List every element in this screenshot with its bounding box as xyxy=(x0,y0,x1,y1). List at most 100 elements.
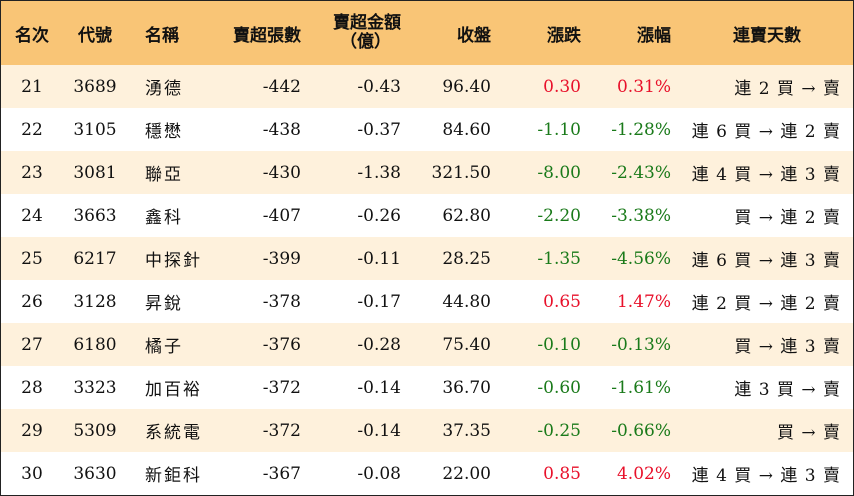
header-code: 代號 xyxy=(78,25,112,46)
header-sell-amount-line1: 賣超金額 xyxy=(333,13,401,33)
cell-rank: 29 xyxy=(21,420,43,441)
table-row: 21 3689 湧德 -442 -0.43 96.40 0.30 0.31% 連 2 買 → 賣 xyxy=(1,65,853,108)
cell-pct: 4.02% xyxy=(616,463,671,484)
table-body: 21 3689 湧德 -442 -0.43 96.40 0.30 0.31% 連 2 買 → 賣… xyxy=(1,65,853,495)
cell-change: -8.00 xyxy=(537,162,581,183)
cell-sell-amount: -0.14 xyxy=(357,377,401,398)
cell-rank: 21 xyxy=(21,76,43,97)
cell-close: 36.70 xyxy=(442,377,491,398)
cell-change: -1.10 xyxy=(537,119,581,140)
cell-sell-amount: -1.38 xyxy=(357,162,401,183)
cell-rank: 25 xyxy=(21,248,43,269)
cell-code: 3105 xyxy=(73,119,117,140)
cell-change: 0.30 xyxy=(543,76,581,97)
cell-change: -0.25 xyxy=(537,420,581,441)
cell-sell-lots: -407 xyxy=(262,205,301,226)
cell-name: 系統電 xyxy=(145,423,202,443)
cell-rank: 27 xyxy=(21,334,43,355)
table-row: 25 6217 中探針 -399 -0.11 28.25 -1.35 -4.56% 連 6 買 … xyxy=(1,237,853,280)
cell-name: 湧德 xyxy=(145,79,183,99)
cell-change: -2.20 xyxy=(537,205,581,226)
cell-streak: 連 2 買 → 賣 xyxy=(734,79,841,99)
cell-name: 穩懋 xyxy=(145,122,183,142)
cell-name: 聯亞 xyxy=(145,165,183,185)
cell-change: -0.60 xyxy=(537,377,581,398)
cell-code: 3323 xyxy=(73,377,117,398)
cell-code: 3630 xyxy=(73,463,117,484)
cell-name: 中探針 xyxy=(145,251,202,271)
cell-close: 62.80 xyxy=(442,205,491,226)
cell-close: 28.25 xyxy=(442,248,491,269)
cell-rank: 22 xyxy=(21,119,43,140)
cell-sell-lots: -438 xyxy=(262,119,301,140)
cell-code: 6217 xyxy=(73,248,117,269)
header-change: 漲跌 xyxy=(547,25,581,46)
cell-sell-lots: -367 xyxy=(262,463,301,484)
header-rank: 名次 xyxy=(15,25,49,46)
header-sell-lots: 賣超張數 xyxy=(233,25,301,46)
cell-sell-lots: -372 xyxy=(262,420,301,441)
cell-sell-lots: -372 xyxy=(262,377,301,398)
table-row: 24 3663 鑫科 -407 -0.26 62.80 -2.20 -3.38% 買 → 連 2… xyxy=(1,194,853,237)
cell-pct: -1.28% xyxy=(611,119,671,140)
cell-name: 新鉅科 xyxy=(145,466,202,486)
cell-sell-amount: -0.43 xyxy=(357,76,401,97)
cell-rank: 28 xyxy=(21,377,43,398)
cell-pct: -3.38% xyxy=(611,205,671,226)
table-row: 23 3081 聯亞 -430 -1.38 321.50 -8.00 -2.43% 連 4 買 … xyxy=(1,151,853,194)
cell-sell-amount: -0.14 xyxy=(357,420,401,441)
cell-code: 3663 xyxy=(73,205,117,226)
cell-streak: 買 → 連 2 賣 xyxy=(734,208,841,228)
cell-streak: 連 6 買 → 連 3 賣 xyxy=(691,251,841,271)
cell-pct: -0.66% xyxy=(611,420,671,441)
cell-name: 橘子 xyxy=(145,337,183,357)
cell-close: 44.80 xyxy=(442,291,491,312)
cell-sell-lots: -378 xyxy=(262,291,301,312)
cell-pct: -1.61% xyxy=(611,377,671,398)
cell-pct: -4.56% xyxy=(611,248,671,269)
cell-sell-amount: -0.28 xyxy=(357,334,401,355)
cell-streak: 連 4 買 → 連 3 賣 xyxy=(691,165,841,185)
cell-code: 3689 xyxy=(73,76,117,97)
cell-streak: 連 4 買 → 連 3 賣 xyxy=(691,466,841,486)
cell-name: 鑫科 xyxy=(145,208,183,228)
cell-code: 3128 xyxy=(73,291,117,312)
cell-change: 0.65 xyxy=(543,291,581,312)
cell-rank: 23 xyxy=(21,162,43,183)
cell-sell-lots: -430 xyxy=(262,162,301,183)
cell-close: 22.00 xyxy=(442,463,491,484)
table-row: 22 3105 穩懋 -438 -0.37 84.60 -1.10 -1.28% 連 6 買 →… xyxy=(1,108,853,151)
cell-code: 5309 xyxy=(73,420,117,441)
cell-close: 96.40 xyxy=(442,76,491,97)
cell-sell-amount: -0.08 xyxy=(357,463,401,484)
header-name: 名稱 xyxy=(145,25,179,46)
cell-rank: 24 xyxy=(21,205,43,226)
cell-close: 321.50 xyxy=(431,162,491,183)
table-row: 29 5309 系統電 -372 -0.14 37.35 -0.25 -0.66% 買 → 賣 xyxy=(1,409,853,452)
cell-streak: 連 2 買 → 連 2 賣 xyxy=(691,294,841,314)
cell-change: -1.35 xyxy=(537,248,581,269)
table-row: 26 3128 昇銳 -378 -0.17 44.80 0.65 1.47% 連 2 買 → 連… xyxy=(1,280,853,323)
header-streak: 連賣天數 xyxy=(733,25,801,46)
cell-code: 6180 xyxy=(73,334,117,355)
cell-sell-amount: -0.17 xyxy=(357,291,401,312)
cell-sell-amount: -0.37 xyxy=(357,119,401,140)
header-sell-amount-line2: （億） xyxy=(340,32,391,52)
cell-pct: -0.13% xyxy=(611,334,671,355)
cell-streak: 連 6 買 → 連 2 賣 xyxy=(691,122,841,142)
cell-name: 昇銳 xyxy=(145,294,183,314)
table-header-row: 名次 代號 名稱 賣超張數 賣超金額 （億） 收盤 漲跌 漲幅 連賣天數 xyxy=(1,1,853,65)
header-close: 收盤 xyxy=(457,25,491,46)
cell-sell-lots: -376 xyxy=(262,334,301,355)
cell-pct: 1.47% xyxy=(616,291,671,312)
cell-pct: 0.31% xyxy=(616,76,671,97)
cell-streak: 連 3 買 → 賣 xyxy=(734,380,841,400)
cell-close: 84.60 xyxy=(442,119,491,140)
cell-streak: 買 → 賣 xyxy=(776,423,841,443)
table-row: 28 3323 加百裕 -372 -0.14 36.70 -0.60 -1.61% 連 3 買 … xyxy=(1,366,853,409)
cell-name: 加百裕 xyxy=(145,380,202,400)
cell-close: 37.35 xyxy=(442,420,491,441)
table-row: 30 3630 新鉅科 -367 -0.08 22.00 0.85 4.02% 連 4 買 → … xyxy=(1,452,853,495)
